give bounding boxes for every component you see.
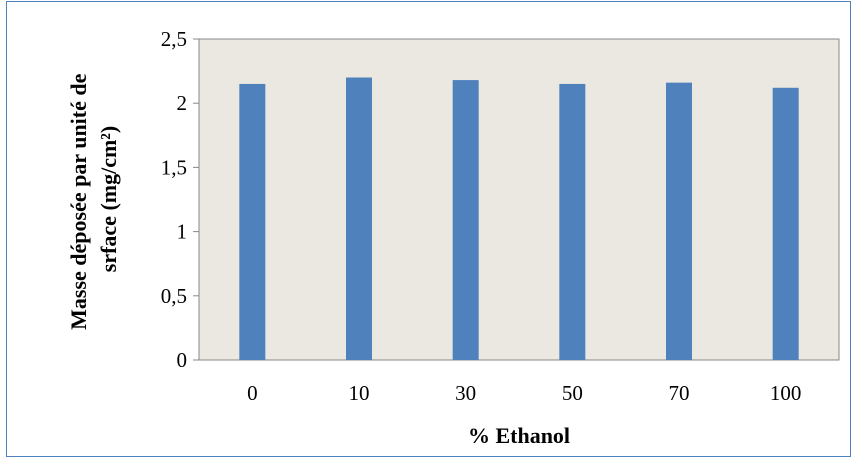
x-tick-label: 30 <box>455 381 476 405</box>
bar-70 <box>666 82 692 360</box>
plot-area <box>198 38 840 361</box>
bar-100 <box>772 87 799 361</box>
y-tick-label: 2,5 <box>161 27 187 51</box>
x-tick-label: 100 <box>770 381 802 405</box>
y-axis-title: Masse déposée par unité de srface (mg/cm… <box>66 68 121 330</box>
y-tick-label: 2 <box>177 91 188 115</box>
y-tick-label: 0 <box>177 348 188 372</box>
x-tick-label: 0 <box>247 381 258 405</box>
y-tick-label: 0,5 <box>161 284 187 308</box>
y-axis-title-line-1: Masse déposée par unité de <box>66 73 91 329</box>
y-tick-label: 1 <box>177 220 188 244</box>
x-tick-label: 10 <box>349 381 370 405</box>
x-axis-title: % Ethanol <box>468 423 570 448</box>
y-tick-label: 1,5 <box>161 155 187 179</box>
bar-10 <box>346 77 372 361</box>
bar-0 <box>239 83 266 360</box>
x-tick-label: 70 <box>669 381 690 405</box>
x-tick-label: 50 <box>562 381 583 405</box>
bar-30 <box>452 80 479 360</box>
y-axis-title-line-2: srface (mg/cm²) <box>96 126 121 272</box>
bar-50 <box>559 83 586 360</box>
